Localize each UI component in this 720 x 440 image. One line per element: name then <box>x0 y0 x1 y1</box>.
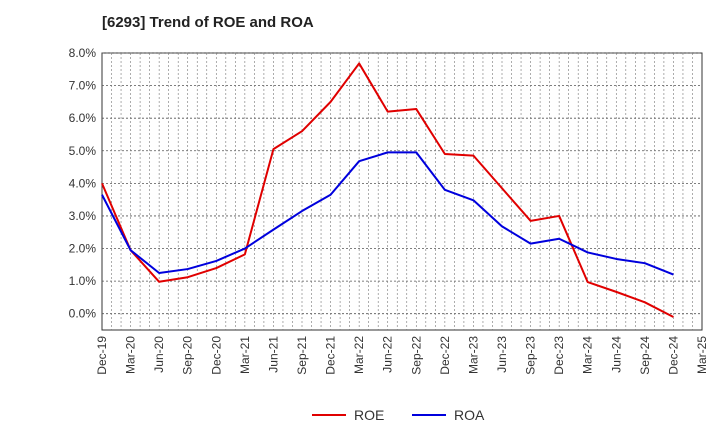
x-tick-label: Dec-19 <box>95 336 109 375</box>
y-tick-label: 8.0% <box>69 46 97 60</box>
series-line-roa <box>101 151 674 276</box>
y-tick-label: 4.0% <box>69 176 97 190</box>
y-tick-label: 1.0% <box>69 274 97 288</box>
series-line-roe <box>101 62 674 318</box>
x-tick-label: Mar-24 <box>581 336 595 374</box>
x-tick-label: Sep-23 <box>524 336 538 375</box>
x-tick-label: Sep-21 <box>295 336 309 375</box>
y-tick-label: 5.0% <box>69 144 97 158</box>
x-tick-label: Mar-25 <box>695 336 709 374</box>
legend-label-roa: ROA <box>454 407 485 423</box>
x-tick-label: Jun-23 <box>495 336 509 373</box>
x-tick-label: Sep-20 <box>181 336 195 375</box>
plot-frame <box>101 52 703 331</box>
x-tick-label: Dec-23 <box>552 336 566 375</box>
y-tick-label: 0.0% <box>69 307 97 321</box>
y-tick-label: 2.0% <box>69 242 97 256</box>
x-tick-label: Mar-22 <box>352 336 366 374</box>
x-tick-label: Dec-20 <box>209 336 223 375</box>
x-tick-label: Jun-24 <box>609 336 623 373</box>
x-tick-label: Dec-22 <box>438 336 452 375</box>
y-tick-label: 7.0% <box>69 79 97 93</box>
x-tick-label: Sep-24 <box>638 336 652 375</box>
x-tick-label: Jun-21 <box>266 336 280 373</box>
x-tick-label: Mar-20 <box>124 336 138 374</box>
x-tick-label: Mar-21 <box>238 336 252 374</box>
y-tick-label: 6.0% <box>69 111 97 125</box>
chart-title: [6293] Trend of ROE and ROA <box>102 14 314 31</box>
x-tick-label: Mar-23 <box>466 336 480 374</box>
x-tick-label: Jun-20 <box>152 336 166 373</box>
x-tick-label: Dec-21 <box>324 336 338 375</box>
x-tick-label: Dec-24 <box>666 336 680 375</box>
x-tick-label: Sep-22 <box>409 336 423 375</box>
y-tick-label: 3.0% <box>69 209 97 223</box>
legend-label-roe: ROE <box>354 407 384 423</box>
x-tick-label: Jun-22 <box>381 336 395 373</box>
